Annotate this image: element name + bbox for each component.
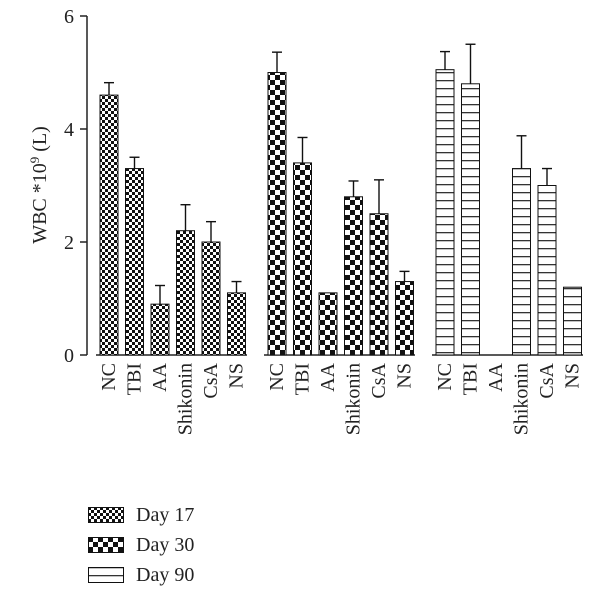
y-tick-label: 2 [64, 232, 74, 254]
bar-day30-aa [318, 292, 338, 356]
category-label: TBI [292, 363, 314, 395]
legend-label: Day 30 [136, 533, 195, 556]
bar-day90-shikonin [512, 168, 531, 356]
category-label: AA [149, 362, 171, 391]
category-label: AA [485, 362, 507, 391]
legend-swatch-horizontal-lines [88, 567, 124, 583]
category-label: TBI [460, 363, 482, 395]
bar-day30-ns [395, 281, 414, 356]
category-label: CsA [368, 362, 390, 398]
bar-day30-nc [267, 72, 287, 356]
bar-day90-csa [537, 185, 557, 356]
bar-day17-aa [150, 303, 170, 356]
bar-day90-ns [563, 286, 582, 356]
category-label: NC [266, 363, 288, 391]
y-tick-label: 0 [64, 345, 74, 367]
y-axis-label-unit: (L) [29, 126, 51, 157]
bar-day30-shikonin [344, 196, 363, 356]
bar-day30-tbi [293, 162, 312, 356]
category-labels-layer: NC TBI AA Shikonin CsA NS NC TBI AA Shikonin CsA NS… [98, 362, 584, 435]
bars-layer [99, 69, 582, 356]
legend: Day 17 Day 30 Day 90 [88, 500, 194, 590]
category-label: Shikonin [343, 363, 365, 435]
legend-item-day17: Day 17 [88, 500, 194, 530]
legend-swatch-checker-large [88, 537, 124, 553]
bar-day17-nc [99, 94, 119, 356]
error-bars-layer [104, 43, 552, 305]
bar-day17-csa [201, 241, 221, 356]
category-label: NS [226, 363, 248, 389]
category-label: Shikonin [511, 363, 533, 435]
category-label: NC [434, 363, 456, 391]
y-axis-label: WBC *109 (L) [27, 126, 52, 244]
y-axis-label-main: WBC *10 [29, 163, 51, 244]
y-axis: 0 2 4 6 [64, 6, 88, 367]
legend-label: Day 17 [136, 503, 195, 526]
bar-day90-tbi [461, 83, 480, 356]
bar-day17-shikonin [176, 230, 195, 356]
legend-label: Day 90 [136, 563, 195, 586]
category-label: NC [98, 363, 120, 391]
category-label: Shikonin [175, 363, 197, 435]
legend-item-day90: Day 90 [88, 560, 194, 590]
category-label: AA [317, 362, 339, 391]
category-label: TBI [124, 363, 146, 395]
bar-day30-csa [369, 213, 389, 356]
bar-day17-ns [227, 292, 246, 356]
category-label: NS [394, 363, 416, 389]
category-label: CsA [200, 362, 222, 398]
category-label: CsA [536, 362, 558, 398]
category-label: NS [562, 363, 584, 389]
bar-day90-nc [435, 69, 455, 356]
y-tick-label: 4 [64, 119, 74, 141]
y-axis-label-sup: 9 [27, 157, 42, 164]
legend-item-day30: Day 30 [88, 530, 194, 560]
legend-swatch-checker-small [88, 507, 124, 523]
y-tick-label: 6 [64, 6, 74, 28]
bar-day17-tbi [125, 168, 144, 356]
